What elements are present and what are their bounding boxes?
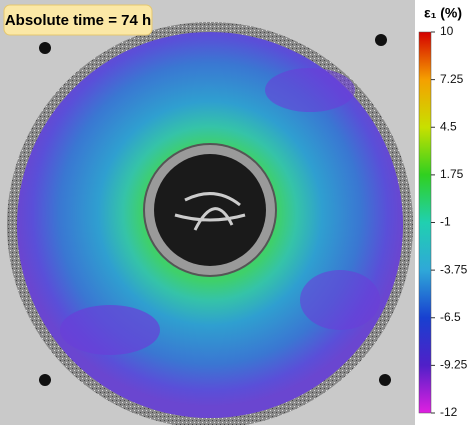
tick-label: -9.25	[440, 358, 468, 372]
bolt	[379, 374, 391, 386]
tick-label: -6.5	[440, 310, 461, 324]
bolt	[39, 374, 51, 386]
tick-label: 1.75	[440, 167, 464, 181]
colorbar	[418, 31, 432, 414]
bolt	[375, 34, 387, 46]
tick-label: -1	[440, 215, 451, 229]
strain-patch	[300, 270, 380, 330]
tick-label: -3.75	[440, 262, 468, 276]
time-label: Absolute time = 74 h	[5, 12, 151, 29]
strain-patch	[60, 305, 160, 355]
photo	[0, 0, 415, 425]
tick-label: 4.5	[440, 119, 457, 133]
bolt	[39, 42, 51, 54]
label-box	[3, 4, 153, 36]
tick-label: 10	[440, 24, 454, 38]
tick-label: 7.25	[440, 72, 464, 86]
strain-patch	[265, 68, 355, 112]
tick-label: -12	[440, 405, 458, 419]
wires	[174, 192, 246, 231]
colorbar-ticks: 10 7.25 4.5 1.75 -1 -3.75 -6.5 -9.25 -12	[431, 24, 468, 419]
colorbar-title: ε₁ (%)	[424, 5, 462, 21]
